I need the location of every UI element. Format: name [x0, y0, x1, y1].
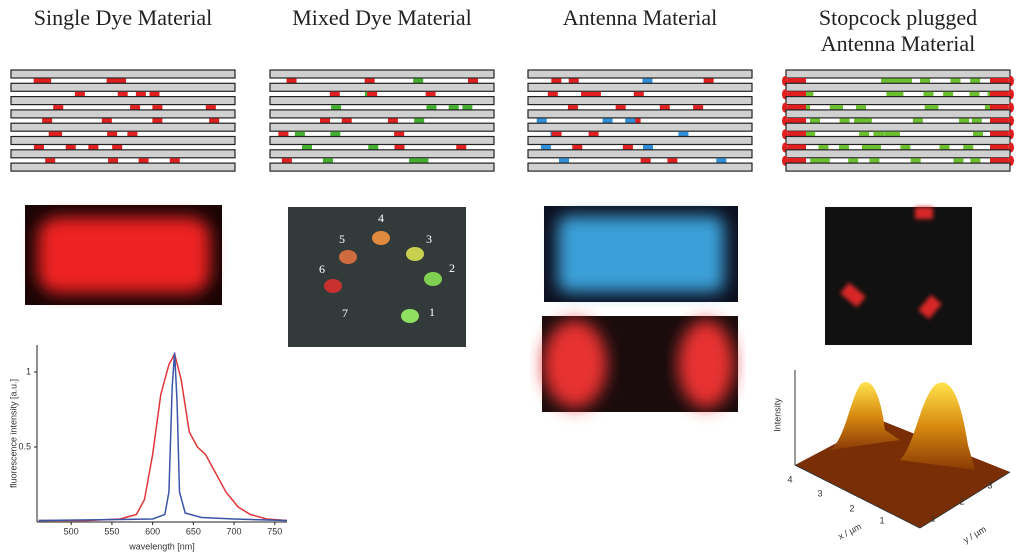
spot-label: 6 [319, 262, 325, 276]
panel-title: Antenna Material [563, 5, 718, 30]
x-tick-label: 500 [64, 526, 79, 536]
channel [11, 163, 235, 171]
channel [528, 137, 752, 145]
channel [528, 110, 752, 118]
peak [830, 382, 900, 450]
channel [528, 163, 752, 171]
x-axis-label: wavelength [nm] [128, 541, 195, 551]
channel [270, 163, 494, 171]
channel [11, 123, 235, 131]
channel [11, 137, 235, 145]
dye-spot [424, 272, 442, 286]
channel [786, 163, 1010, 171]
x-tick-label: 650 [186, 526, 201, 536]
z-label: Intensity [772, 398, 782, 432]
peak [900, 383, 975, 471]
spot-label: 3 [426, 232, 432, 246]
channel [11, 70, 235, 78]
x-tick-label: 4 [787, 474, 792, 484]
channel [528, 150, 752, 158]
spectrum-line [39, 353, 287, 521]
channel [270, 137, 494, 145]
y-label: y / µm [961, 524, 987, 545]
spot-label: 4 [378, 211, 384, 225]
channel [786, 97, 1010, 105]
panel-title: Stopcock plugged [819, 5, 977, 30]
y-tick-label: 1 [26, 366, 31, 376]
channel [786, 110, 1010, 118]
channel [270, 83, 494, 91]
dye-spot [339, 250, 357, 264]
spot-label: 2 [449, 261, 455, 275]
spot-label: 1 [429, 305, 435, 319]
channel [11, 110, 235, 118]
channel [786, 137, 1010, 145]
surface-plot [795, 370, 1010, 528]
channel [11, 97, 235, 105]
panel-title: Single Dye Material [34, 5, 212, 30]
channel [528, 83, 752, 91]
channel [786, 70, 1010, 78]
spot-label: 5 [339, 232, 345, 246]
image-bg [825, 207, 972, 345]
panel-title: Antenna Material [821, 31, 976, 56]
y-axis-label: fluorescence intensity [a.u.] [8, 379, 18, 488]
channel [786, 150, 1010, 158]
channel [528, 70, 752, 78]
x-tick-label: 3 [817, 488, 822, 498]
x-tick-label: 2 [849, 503, 854, 513]
red-glow [543, 320, 607, 408]
x-label: x / µm [836, 521, 862, 541]
channel [528, 123, 752, 131]
y-tick-label: 2 [959, 496, 964, 506]
channel [270, 70, 494, 78]
channel [786, 123, 1010, 131]
channel [11, 150, 235, 158]
x-tick-label: 700 [227, 526, 242, 536]
y-tick-label: 3 [987, 480, 992, 490]
channel [786, 83, 1010, 91]
blue-glow [558, 216, 724, 292]
dye-spot [406, 247, 424, 261]
channel [270, 150, 494, 158]
x-tick-label: 550 [104, 526, 119, 536]
y-tick-label: 0.5 [18, 441, 31, 451]
dye-spot [401, 309, 419, 323]
y-tick-label: 1 [930, 513, 935, 523]
channel [270, 97, 494, 105]
dye-spot [372, 231, 390, 245]
channel [270, 110, 494, 118]
red-glow [678, 320, 734, 408]
red-glow [38, 217, 210, 293]
channel [528, 97, 752, 105]
surface-base [795, 420, 1010, 528]
panel-title: Mixed Dye Material [292, 5, 472, 30]
x-tick-label: 600 [145, 526, 160, 536]
dye-spot [324, 279, 342, 293]
channel [11, 83, 235, 91]
figure: (() => { const data = JSON.parse(documen… [0, 0, 1020, 552]
spot-label: 7 [342, 306, 348, 320]
x-tick-label: 750 [267, 526, 282, 536]
x-tick-label: 1 [879, 515, 884, 525]
spectrum-line [39, 354, 287, 521]
channel [270, 123, 494, 131]
